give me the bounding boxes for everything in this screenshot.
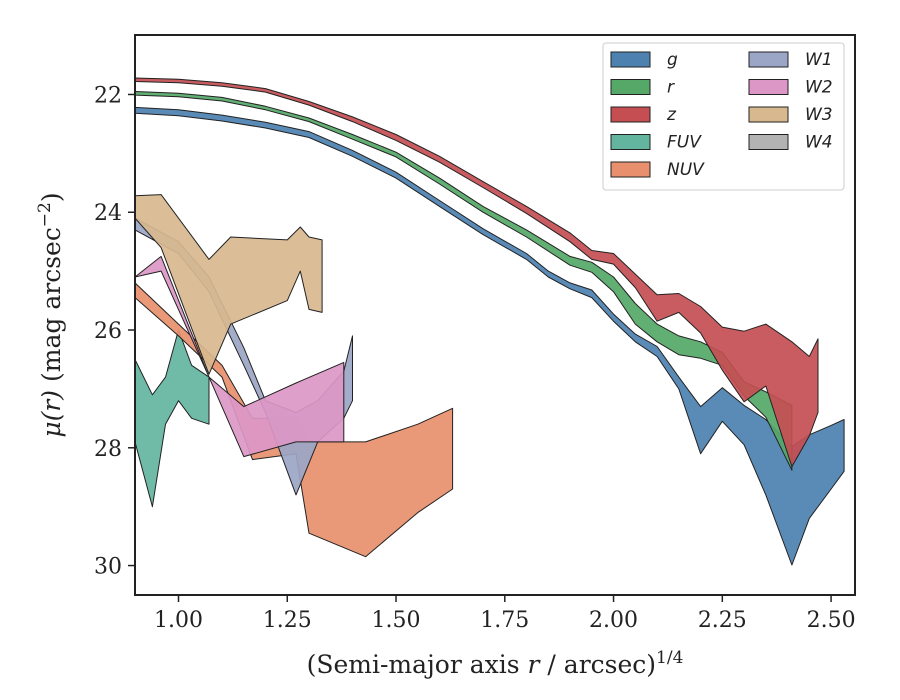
x-tick-label: 2.25 bbox=[698, 608, 747, 633]
legend-swatch-w2 bbox=[748, 79, 789, 95]
y-tick-label: 26 bbox=[94, 319, 122, 344]
legend-label-w1: W1 bbox=[805, 50, 833, 70]
legend-swatch-nuv bbox=[610, 161, 651, 178]
y-tick-label: 22 bbox=[94, 83, 122, 108]
x-tick-label: 1.00 bbox=[154, 608, 203, 633]
legend-swatch-fuv bbox=[610, 134, 651, 150]
legend-label-w2: W2 bbox=[805, 78, 833, 98]
y-tick-label: 30 bbox=[94, 555, 122, 580]
legend-swatch-w1 bbox=[748, 51, 789, 68]
legend-label-r: r bbox=[667, 78, 675, 98]
series-bands bbox=[135, 77, 845, 566]
band-z bbox=[135, 77, 819, 468]
plot-frame bbox=[134, 34, 856, 596]
legend-label-z: z bbox=[666, 105, 677, 125]
legend-label-w4: W4 bbox=[805, 133, 833, 153]
legend-label-fuv: FUV bbox=[667, 133, 702, 153]
legend-label-nuv: NUV bbox=[667, 160, 705, 180]
x-axis-title: (Semi-major axis r / arcsec)1/4 bbox=[307, 648, 684, 679]
band-w3 bbox=[135, 194, 323, 375]
x-tick-label: 2.00 bbox=[589, 608, 638, 633]
x-tick-label: 2.50 bbox=[807, 608, 856, 633]
band-w2 bbox=[135, 255, 345, 458]
band-r bbox=[135, 91, 793, 471]
y-tick-label: 24 bbox=[94, 201, 122, 226]
y-tick-label: 28 bbox=[94, 437, 122, 462]
band-fuv bbox=[135, 329, 210, 508]
legend-swatch-z bbox=[610, 106, 651, 123]
legend: grz FUV NUV W1 W2 W3 W4 bbox=[602, 42, 845, 191]
band-g bbox=[135, 106, 845, 566]
x-tick-label: 1.25 bbox=[263, 608, 312, 633]
legend-label-w3: W3 bbox=[805, 105, 833, 125]
legend-swatch-w3 bbox=[748, 106, 789, 123]
legend-swatch-w4 bbox=[748, 134, 789, 150]
y-axis-title: μ(r) (mag arcsec−2) bbox=[35, 192, 66, 437]
x-axis: 1.00 1.25 1.50 1.75 2.00 2.25 2.50 bbox=[154, 595, 856, 633]
x-tick-label: 1.75 bbox=[480, 608, 529, 633]
legend-swatch-r bbox=[610, 79, 651, 95]
legend-swatch-g bbox=[610, 51, 651, 68]
x-tick-label: 1.50 bbox=[372, 608, 421, 633]
y-axis: 22 24 26 28 30 bbox=[94, 83, 135, 580]
legend-label-g: g bbox=[667, 50, 678, 70]
